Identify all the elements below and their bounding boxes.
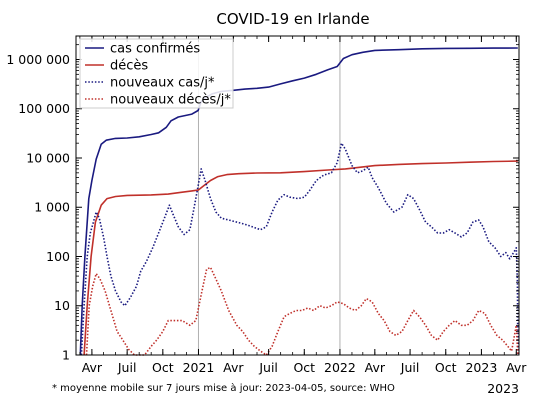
series-line-1 [83,160,518,356]
series-line-3 [85,266,519,356]
legend-label-0: cas confirmés [110,42,200,57]
x-tick-label: 2022 [324,360,356,375]
x-tick-label: Avr [365,360,386,375]
x-tick-label: Juil [400,360,420,375]
x-tick-label: Oct [293,360,315,375]
plot-frame [75,35,520,356]
legend-box [79,38,234,109]
y-tick-label: 10 000 [26,150,70,165]
legend-label-3: nouveaux décès/j* [110,93,231,108]
y-tick-label: 1 [62,348,70,363]
x-tick-label: Oct [152,360,174,375]
y-tick-label: 1 000 [34,200,70,215]
x-axis-year-label: 2023 [487,381,519,396]
legend: cas confirmés décès nouveaux cas/j* nouveau… [79,38,234,109]
x-tick-label: Avr [82,360,103,375]
series-line-2 [80,142,519,356]
x-tick-label: Juil [258,360,278,375]
y-tick-label: 100 000 [18,101,70,116]
x-tick-label: 2023 [465,360,497,375]
footnote: * moyenne mobile sur 7 jours mise à jour… [52,382,395,394]
y-tick-label: 1 000 000 [6,52,70,67]
x-tick-label: Avr [506,360,527,375]
y-tick-label: 10 [54,298,70,313]
x-tick-label: Avr [223,360,244,375]
x-tick-label: Juil [117,360,137,375]
x-tick-label: 2021 [183,360,215,375]
chart-title: COVID-19 en Irlande [216,10,369,28]
legend-label-2: nouveaux cas/j* [110,76,215,91]
tick-layer: 1 10 100 1 000 10 000 100 000 1 000 000 Avr Juil… [6,35,527,375]
x-tick-label: Oct [435,360,457,375]
y-tick-label: 100 [46,249,70,264]
legend-label-1: décès [110,59,148,74]
